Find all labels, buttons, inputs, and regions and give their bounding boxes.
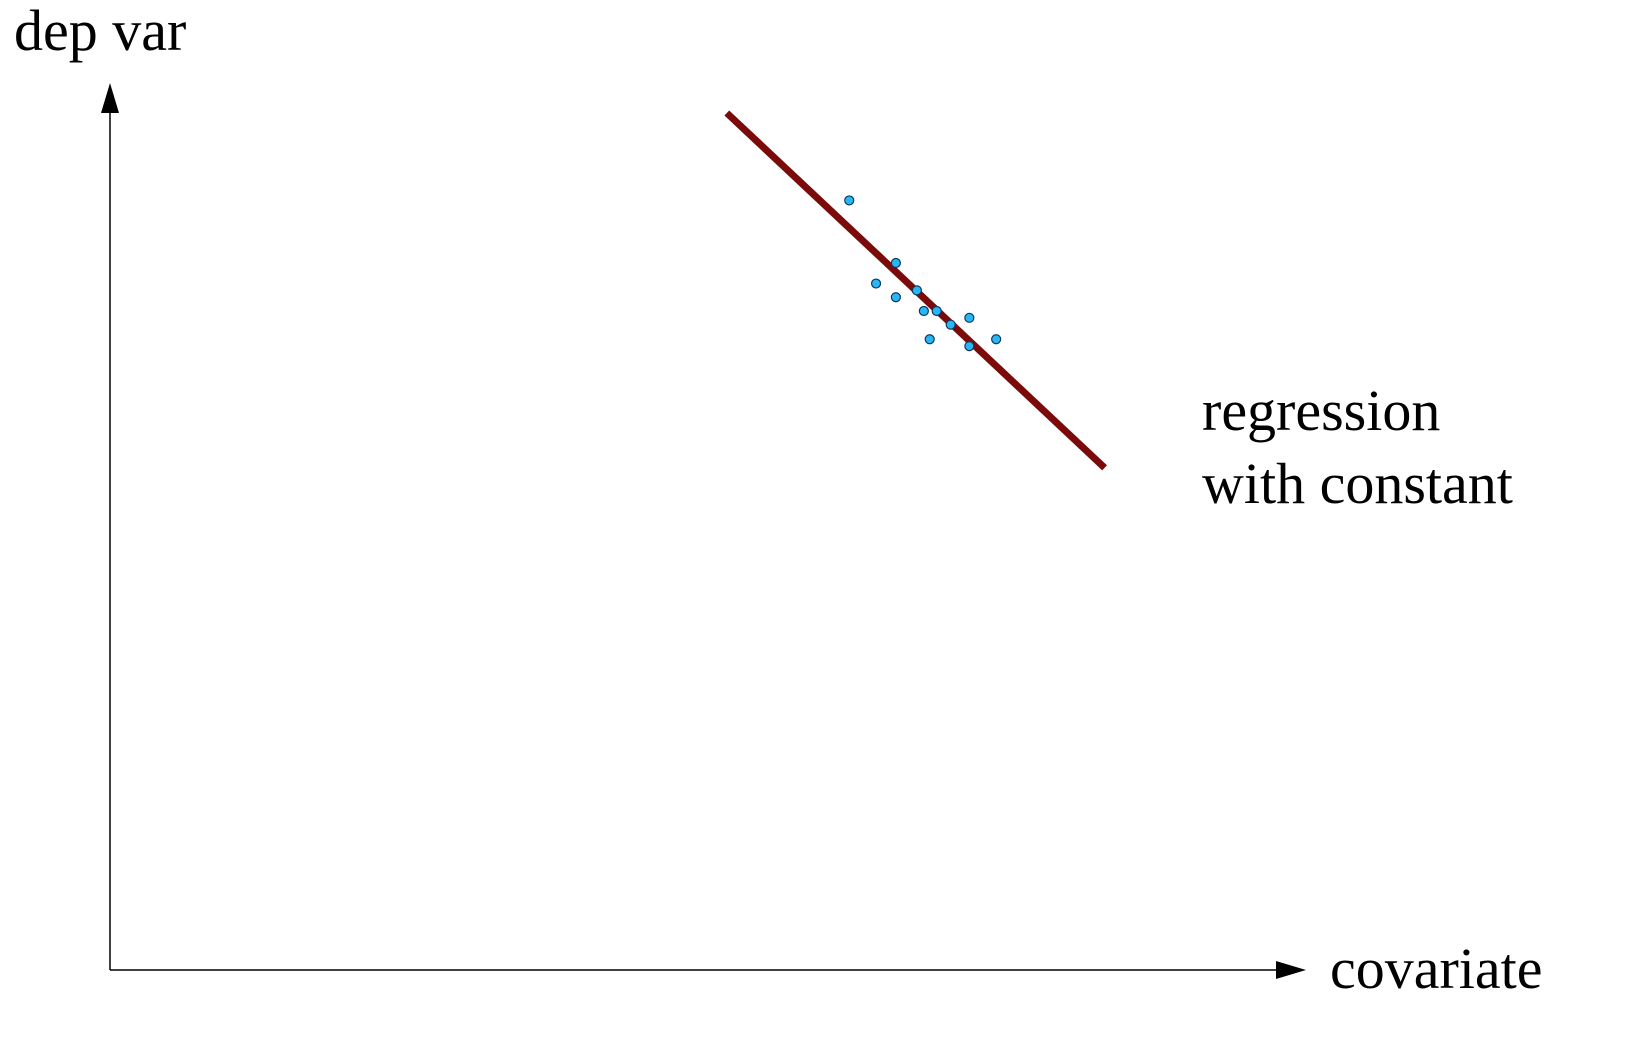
data-point bbox=[911, 285, 922, 296]
data-point bbox=[924, 334, 935, 345]
data-point bbox=[918, 305, 929, 317]
x-axis-arrow-icon bbox=[1276, 961, 1306, 979]
data-point bbox=[964, 312, 975, 323]
data-point bbox=[991, 334, 1002, 345]
data-point bbox=[945, 319, 956, 330]
data-point bbox=[931, 305, 942, 317]
regression-label: regression with constant bbox=[1202, 378, 1513, 516]
data-point bbox=[964, 341, 975, 352]
data-point bbox=[890, 292, 901, 303]
data-point bbox=[844, 195, 855, 206]
x-axis-label: covariate bbox=[1330, 936, 1543, 1001]
data-points bbox=[844, 195, 1002, 352]
regression-label-line-1: regression bbox=[1202, 378, 1440, 443]
data-point bbox=[890, 257, 901, 269]
y-axis-label: dep var bbox=[14, 0, 186, 63]
y-axis-arrow-icon bbox=[101, 83, 119, 113]
regression-label-line-2: with constant bbox=[1202, 451, 1513, 516]
axes bbox=[101, 83, 1306, 979]
data-point bbox=[870, 278, 882, 289]
